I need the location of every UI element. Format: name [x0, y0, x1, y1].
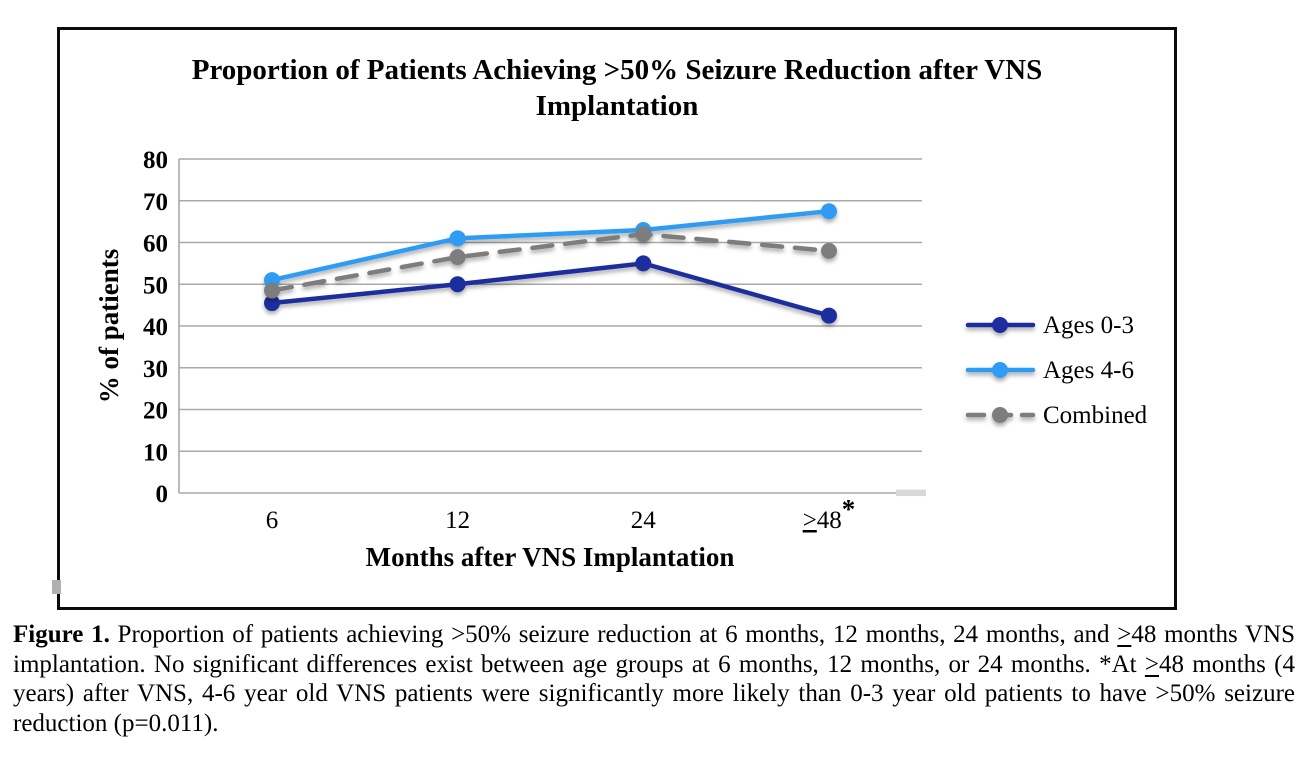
caption-segment: Proportion of patients achieving >50% se…: [109, 621, 1118, 648]
y-tick-label: 20: [143, 398, 168, 425]
y-tick-label: 60: [143, 231, 168, 258]
data-point-marker: [821, 203, 837, 220]
caption-segment: 48 months VNS implantation. No significa…: [13, 621, 1295, 678]
series-ages-0-3: [264, 255, 837, 324]
series-combined: [264, 226, 837, 299]
y-tick-label: 70: [143, 189, 168, 216]
x-tick-label: 12: [445, 507, 470, 534]
caption-segment: 48 months (4 years) after VNS, 4-6 year …: [13, 650, 1296, 737]
series-line: [269, 208, 832, 283]
caption-segment: >: [1117, 621, 1132, 648]
legend-label: Ages 4-6: [1043, 357, 1134, 384]
y-tick-label: 30: [143, 356, 168, 383]
y-tick-label: 80: [143, 147, 168, 174]
caption-segment: >: [1144, 650, 1159, 678]
data-point-marker: [821, 242, 837, 259]
legend-marker: [992, 407, 1008, 423]
x-axis-title: Months after VNS Implantation: [366, 542, 735, 572]
legend-item-ages-4-6: [965, 362, 1036, 378]
series-line: [269, 261, 832, 318]
figure-border-box: Proportion of Patients Achieving >50% Se…: [57, 27, 1177, 610]
legend-item-combined: [965, 407, 1036, 423]
y-tick-label: 0: [156, 481, 169, 508]
legend-marker: [992, 317, 1008, 333]
y-axis-title: % of patients: [94, 249, 124, 404]
selection-handle: [52, 580, 61, 594]
chart-title: Proportion of Patients Achieving >50% Se…: [191, 54, 1043, 122]
caption-segment: Figure 1.: [13, 621, 110, 648]
x-tick-label: 6: [266, 507, 279, 534]
data-point-marker: [635, 255, 652, 272]
legend-label: Combined: [1043, 402, 1148, 429]
data-point-marker: [449, 276, 466, 293]
x-tick-label: 24: [631, 507, 657, 534]
data-point-marker: [449, 230, 466, 247]
legend-marker: [992, 362, 1008, 378]
data-point-marker: [449, 249, 466, 266]
x-tick-label: >48*: [803, 494, 856, 534]
legend-label: Ages 0-3: [1043, 312, 1134, 339]
axis-end-artifact: [896, 489, 926, 497]
data-point-marker: [264, 282, 280, 299]
figure-caption: Figure 1. Proportion of patients achievi…: [13, 620, 1295, 738]
y-tick-label: 40: [143, 314, 168, 341]
y-tick-label: 10: [143, 439, 168, 466]
series-line: [269, 231, 832, 293]
y-tick-label: 50: [143, 272, 168, 299]
data-point-marker: [821, 307, 837, 324]
data-point-marker: [264, 295, 280, 312]
line-chart: 0 10 20 30 40 50 60 70 80 6 12 24 >48* Months after V…: [94, 147, 1148, 572]
legend-item-ages-0-3: [965, 317, 1036, 333]
data-point-marker: [635, 226, 652, 243]
